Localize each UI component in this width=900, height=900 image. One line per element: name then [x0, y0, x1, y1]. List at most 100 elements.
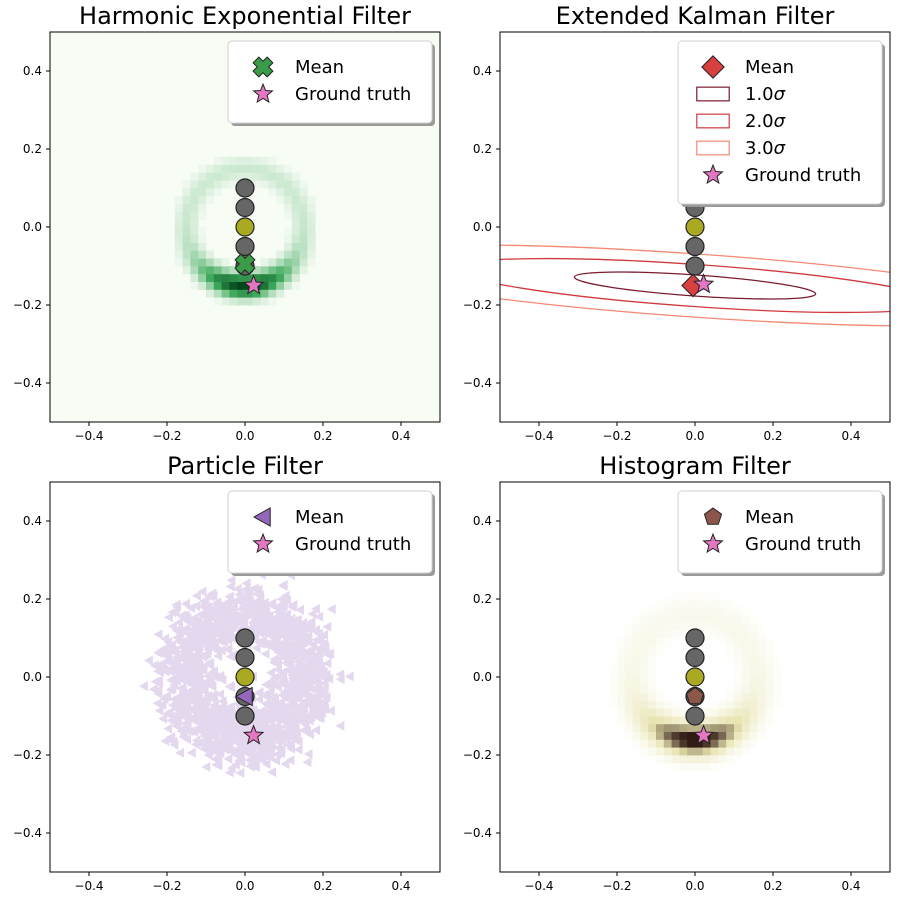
particle [207, 642, 217, 653]
particle [251, 623, 261, 634]
particle [241, 578, 251, 589]
heatmap-cell [307, 227, 316, 236]
heatmap-cell [237, 281, 246, 290]
particle [282, 685, 292, 696]
particle [203, 744, 213, 755]
particle [280, 652, 290, 663]
particle [278, 647, 288, 658]
heatmap-cell [182, 219, 191, 228]
heatmap-cell [648, 708, 657, 717]
heatmap-cell [741, 692, 750, 701]
particle [272, 729, 282, 740]
particle [211, 607, 221, 618]
particle [165, 641, 175, 652]
particle [275, 701, 284, 712]
particle [242, 603, 252, 614]
particle [216, 613, 226, 624]
heatmap-cell [702, 622, 711, 631]
particle [275, 624, 284, 635]
heatmap-cell [741, 669, 750, 678]
particle [288, 710, 298, 721]
particle [290, 638, 300, 649]
heatmap-cell [749, 645, 758, 654]
particle [204, 657, 214, 668]
particle [182, 652, 192, 663]
particle [235, 767, 245, 778]
heatmap-cell [656, 653, 665, 662]
particle [296, 633, 306, 644]
particle [290, 621, 300, 632]
particle [302, 661, 311, 672]
heatmap-cell [663, 630, 672, 639]
particle [199, 609, 209, 620]
panel-ekf: −0.4 −0.2 0.0 0.2 0.4−0.4−0.20.00.20.4Extend… [463, 2, 891, 443]
heatmap-cell [749, 653, 758, 662]
heatmap-cell [749, 684, 758, 693]
particle [312, 686, 321, 697]
particle [222, 735, 232, 746]
heatmap-cell [632, 723, 641, 732]
heatmap-cell [632, 661, 641, 670]
particle [271, 633, 281, 644]
particle [296, 660, 306, 671]
heatmap-cell [237, 172, 246, 181]
particle [214, 741, 224, 752]
particle [254, 715, 264, 726]
particle [301, 635, 311, 646]
ground-truth-marker [692, 724, 715, 745]
particle [200, 718, 210, 729]
particle [203, 602, 213, 613]
particle [180, 649, 190, 660]
particle [162, 708, 172, 719]
particle [220, 622, 229, 633]
heatmap-cell [206, 188, 215, 197]
particle [273, 736, 283, 747]
particle [305, 675, 315, 686]
trajectory-point-2 [235, 667, 255, 687]
heatmap-cell [198, 242, 207, 251]
particle [250, 750, 260, 761]
particle [312, 634, 322, 645]
particle [221, 608, 231, 619]
heatmap-cell [198, 188, 207, 197]
particle [224, 608, 234, 619]
particle [205, 625, 215, 636]
particle [192, 637, 202, 648]
particle [217, 620, 227, 631]
particle [255, 706, 265, 717]
particle [194, 700, 204, 711]
particle [179, 692, 189, 703]
heatmap-cell [749, 677, 758, 686]
particle [186, 653, 196, 664]
particle [167, 607, 177, 618]
particle [255, 605, 265, 616]
heatmap-cell [624, 723, 633, 732]
heatmap-cell [291, 242, 300, 251]
legend-marker-3 [696, 140, 730, 156]
heatmap-cell [276, 172, 285, 181]
particle [203, 690, 212, 701]
particle [286, 647, 296, 658]
particle [254, 742, 264, 754]
particle [301, 685, 310, 696]
particle [207, 681, 217, 692]
particle [202, 724, 212, 735]
particle [222, 607, 232, 618]
legend-marker-1 [702, 532, 724, 554]
heatmap-cell [648, 614, 657, 623]
particle [200, 721, 210, 732]
particle [297, 705, 307, 716]
particle [273, 619, 283, 630]
particle [233, 747, 243, 758]
particle [291, 674, 301, 685]
particle [227, 622, 237, 633]
heatmap-cell [617, 677, 626, 686]
heatmap-cell [213, 273, 222, 282]
particle [197, 609, 207, 620]
particle [255, 628, 265, 639]
particle [229, 724, 238, 735]
particle [165, 734, 175, 745]
heatmap-cell [718, 599, 727, 608]
particle [188, 703, 198, 714]
particle [271, 755, 281, 766]
